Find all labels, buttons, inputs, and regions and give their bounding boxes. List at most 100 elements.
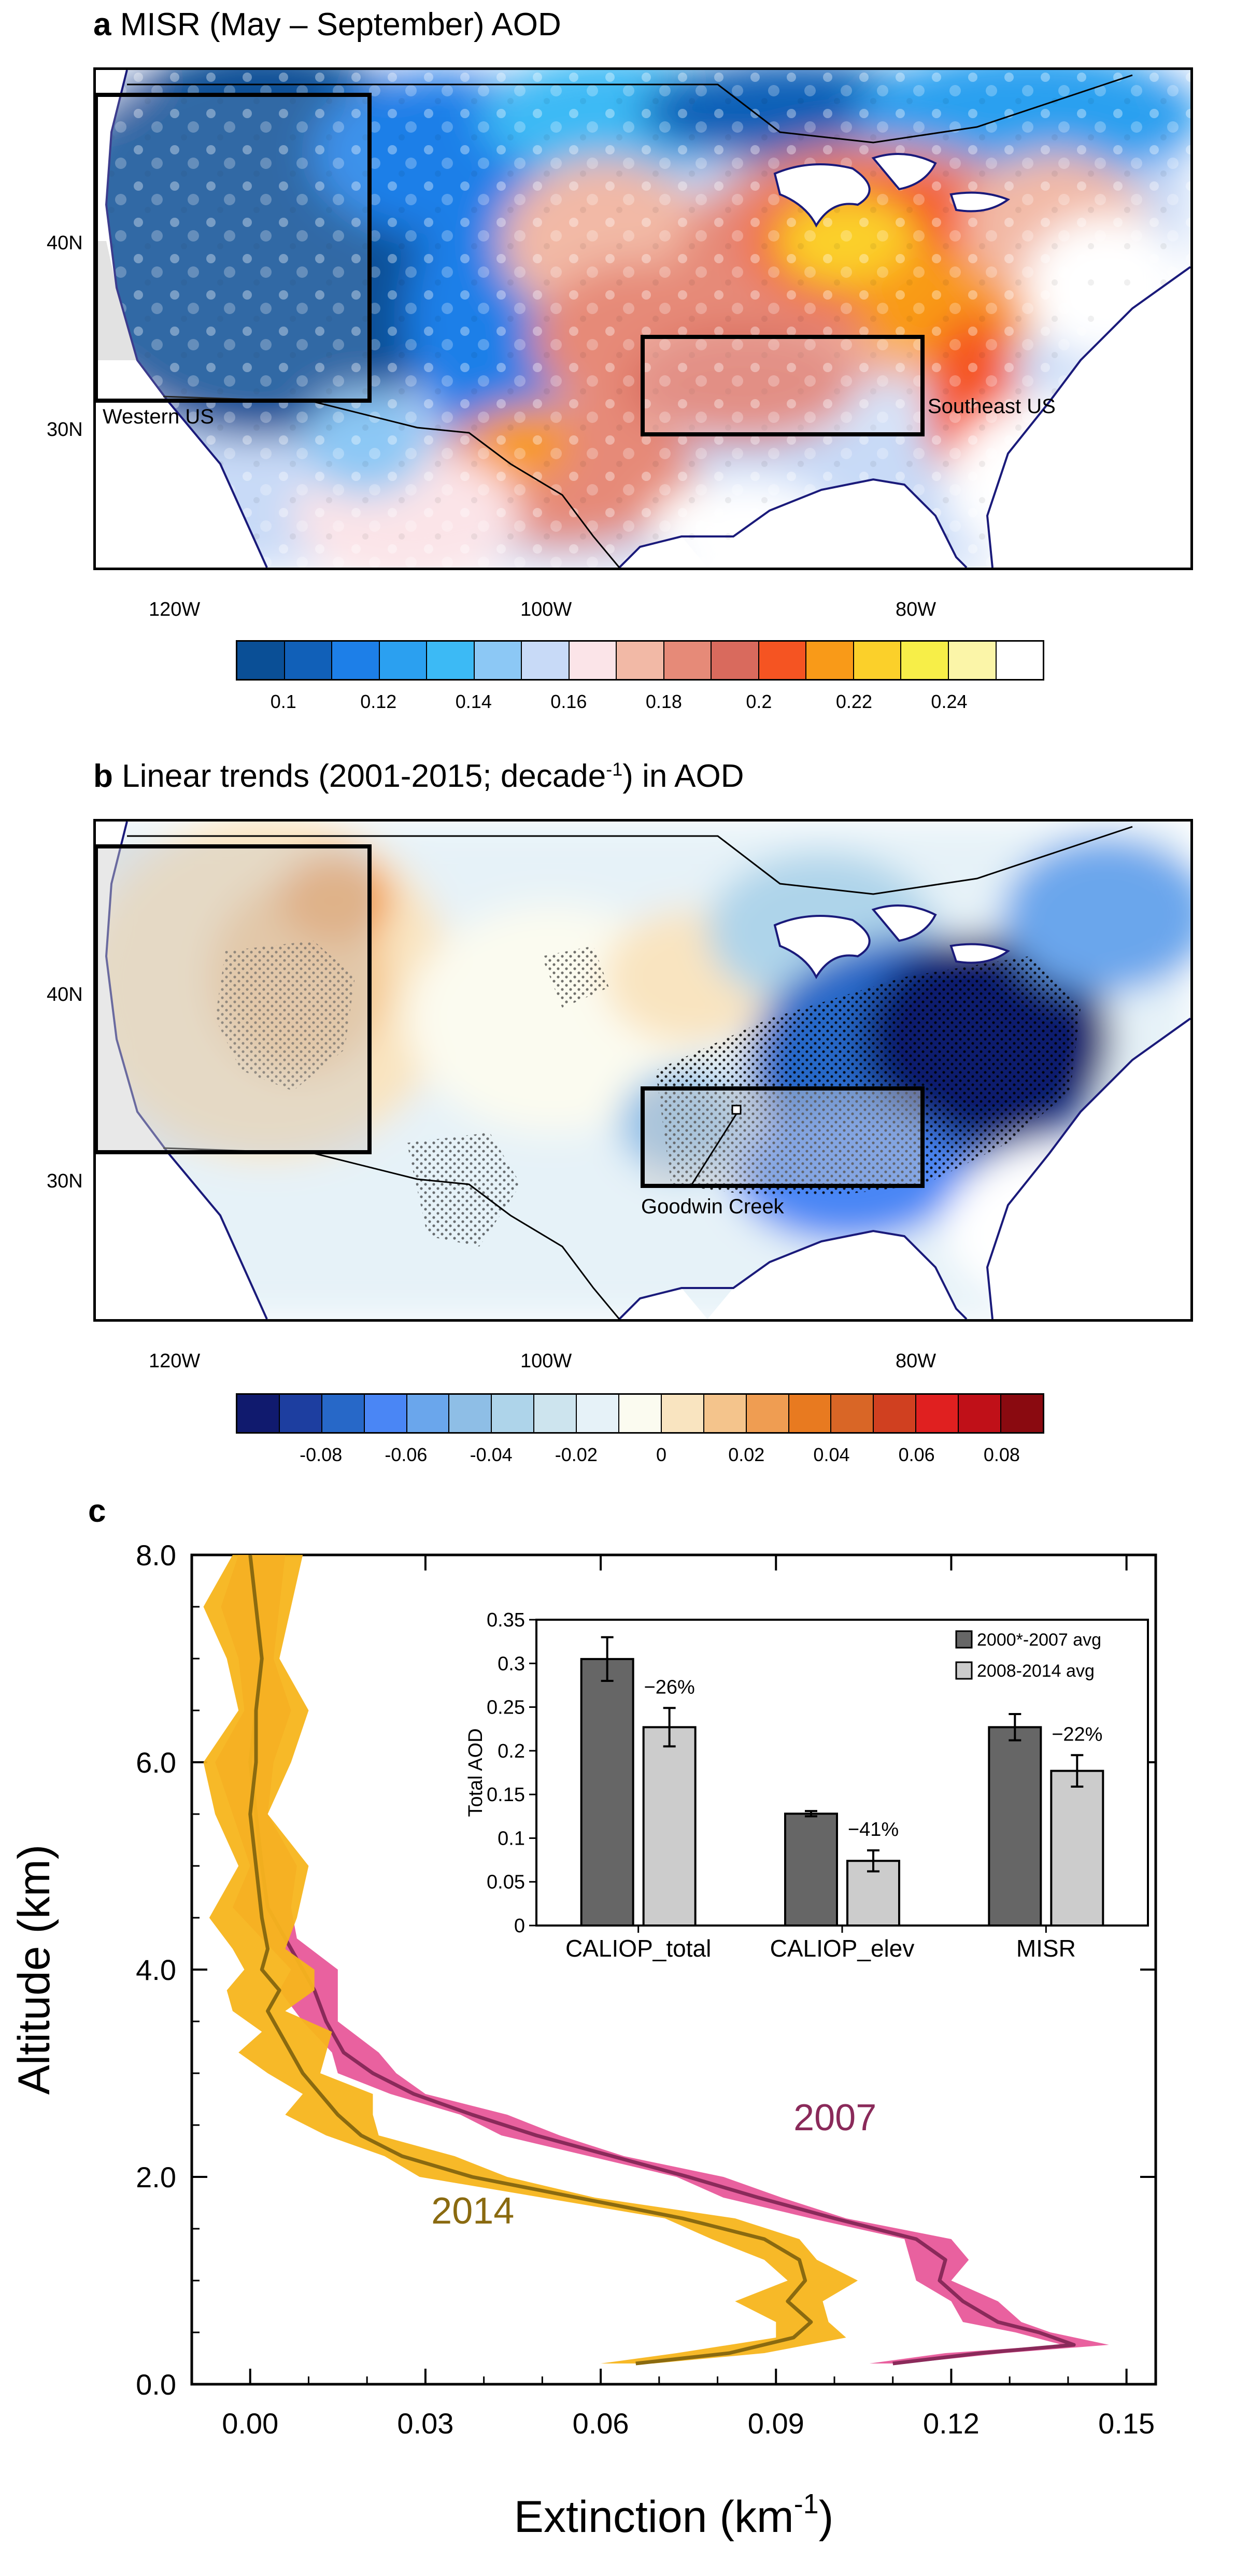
colorbar-a-swatch bbox=[237, 642, 285, 679]
map-a-lon-100w: 100W bbox=[520, 599, 572, 620]
colorbar-b-tick-label: 0.02 bbox=[728, 1444, 765, 1465]
uncertainty-band-2014 bbox=[203, 1555, 858, 2363]
panel-b-title-end: ) in AOD bbox=[622, 758, 744, 794]
x-axis-label: Extinction (km-1) bbox=[514, 2488, 834, 2542]
colorbar-a-swatch bbox=[759, 642, 807, 679]
inset-bar-MISR-0 bbox=[988, 1726, 1042, 1927]
inset-change-label: −22% bbox=[1052, 1723, 1102, 1745]
colorbar-b-swatch bbox=[916, 1395, 959, 1432]
colorbar-a-swatch bbox=[474, 642, 522, 679]
colorbar-b-swatch bbox=[407, 1395, 450, 1432]
label-goodwin-creek: Goodwin Creek bbox=[641, 1195, 784, 1218]
colorbar-a bbox=[236, 640, 1044, 681]
colorbar-b-swatch bbox=[492, 1395, 535, 1432]
map-a-us-canada-border bbox=[127, 74, 1133, 144]
x-tick-label: 0.03 bbox=[397, 2407, 453, 2440]
colorbar-b-tick-label: -0.08 bbox=[300, 1444, 343, 1465]
inset-legend-swatch bbox=[955, 1661, 973, 1680]
map-b-us-canada-border bbox=[127, 826, 1133, 895]
colorbar-b bbox=[236, 1393, 1044, 1434]
colorbar-a-tick-label: 0.22 bbox=[835, 691, 872, 712]
map-a-atlantic bbox=[987, 267, 1190, 568]
colorbar-b-swatch bbox=[237, 1395, 280, 1432]
colorbar-a-tick-label: 0.2 bbox=[746, 691, 772, 712]
colorbar-a-tick-label: 0.1 bbox=[270, 691, 296, 712]
map-a-pacific bbox=[96, 70, 267, 568]
colorbar-b-swatch bbox=[789, 1395, 832, 1432]
map-a-lon-80w: 80W bbox=[896, 599, 936, 620]
map-b-lon-80w: 80W bbox=[896, 1350, 936, 1372]
inset-change-label: −26% bbox=[644, 1676, 695, 1698]
map-b-great-lakes bbox=[773, 904, 1011, 980]
y-tick-label: 4.0 bbox=[136, 1954, 176, 1986]
colorbar-a-swatch bbox=[522, 642, 570, 679]
colorbar-a-swatch bbox=[285, 642, 333, 679]
colorbar-a-swatch bbox=[664, 642, 712, 679]
inset-x-tick-label: CALIOP_elev bbox=[770, 1935, 915, 1962]
colorbar-a-swatch bbox=[806, 642, 854, 679]
annotation-2014: 2014 bbox=[431, 2190, 514, 2232]
region-box-southeast-us bbox=[641, 335, 925, 436]
colorbar-a-swatch bbox=[332, 642, 380, 679]
colorbar-b-swatch bbox=[449, 1395, 492, 1432]
profile-line-2014 bbox=[248, 1554, 813, 2366]
goodwin-creek-leader bbox=[691, 1113, 737, 1185]
colorbar-b-swatch bbox=[959, 1395, 1002, 1432]
colorbar-a-tick-label: 0.14 bbox=[455, 691, 492, 712]
panel-b-title-sup: -1 bbox=[606, 758, 623, 780]
colorbar-b-swatch bbox=[831, 1395, 874, 1432]
colorbar-b-tick-label: 0.04 bbox=[813, 1444, 850, 1465]
colorbar-a-tick-label: 0.12 bbox=[360, 691, 397, 712]
map-b-lat-40n: 40N bbox=[47, 984, 83, 1006]
colorbar-b-swatch bbox=[279, 1395, 322, 1432]
colorbar-b-tick-label: -0.02 bbox=[555, 1444, 598, 1465]
map-a-lon-120w: 120W bbox=[149, 599, 201, 620]
colorbar-a-tick-label: 0.18 bbox=[645, 691, 682, 712]
colorbar-a-swatch bbox=[712, 642, 759, 679]
x-tick-label: 0.15 bbox=[1098, 2407, 1155, 2440]
colorbar-b-tick-label: -0.04 bbox=[470, 1444, 513, 1465]
y-tick-label: 8.0 bbox=[136, 1539, 176, 1572]
y-tick-label: 2.0 bbox=[136, 2161, 176, 2193]
map-a-gulf bbox=[707, 479, 967, 568]
region-box-western-us bbox=[96, 93, 372, 403]
inset-legend-swatch bbox=[955, 1630, 973, 1649]
inset-bar-CALIOP_total-1 bbox=[642, 1726, 697, 1927]
panel-b-title: b Linear trends (2001-2015; decade-1) in… bbox=[93, 758, 744, 795]
map-a-great-lakes bbox=[773, 153, 1011, 228]
inset-x-tick-label: CALIOP_total bbox=[565, 1935, 711, 1962]
map-a-lat-30n: 30N bbox=[47, 419, 83, 441]
y-tick-label: 0.0 bbox=[136, 2368, 176, 2401]
panel-b-letter: b bbox=[93, 758, 113, 794]
map-a-canvas bbox=[96, 70, 1190, 568]
map-b-canvas bbox=[96, 822, 1190, 1319]
inset-bar-MISR-1 bbox=[1050, 1770, 1104, 1927]
inset-y-tick-label: 0.1 bbox=[498, 1828, 525, 1849]
colorbar-b-swatch bbox=[661, 1395, 704, 1432]
colorbar-a-swatch bbox=[948, 642, 997, 679]
colorbar-a-swatch bbox=[569, 642, 617, 679]
inset-bar-chart: 0 0.05 0.1 0.15 0.2 0.25 0.3 0.35 Total AOD −26% C… bbox=[465, 1609, 1149, 1962]
colorbar-b-tick-label: 0 bbox=[656, 1444, 667, 1465]
inset-y-tick-label: 0.25 bbox=[487, 1697, 525, 1719]
colorbar-b-swatch bbox=[364, 1395, 407, 1432]
panel-a-title-text: MISR (May – September) AOD bbox=[120, 7, 561, 43]
colorbar-a-swatch bbox=[379, 642, 428, 679]
map-b-region-box-southeast-us bbox=[641, 1086, 925, 1188]
inset-bar-CALIOP_elev-0 bbox=[784, 1813, 838, 1927]
colorbar-a-swatch bbox=[901, 642, 949, 679]
x-tick-label: 0.06 bbox=[573, 2407, 629, 2440]
map-b-lon-100w: 100W bbox=[520, 1350, 572, 1372]
inset-y-tick-label: 0.05 bbox=[487, 1872, 525, 1893]
colorbar-b-swatch bbox=[704, 1395, 747, 1432]
colorbar-a-swatch bbox=[427, 642, 475, 679]
panel-c-letter: c bbox=[88, 1493, 106, 1529]
inset-x-tick-label: MISR bbox=[1016, 1935, 1076, 1962]
label-southeast-us: Southeast US bbox=[928, 395, 1056, 418]
map-a bbox=[93, 67, 1193, 570]
inset-frame bbox=[535, 1619, 1149, 1927]
map-b-lat-30n: 30N bbox=[47, 1170, 83, 1192]
colorbar-b-tick-label: 0.06 bbox=[898, 1444, 935, 1465]
profile-chart: 0.00 0.03 0.06 0.09 0.12 0.15 0.0 2.0 4.0 6.0 8.0 E… bbox=[9, 1539, 1157, 2542]
inset-legend-label: 2008-2014 avg bbox=[977, 1661, 1095, 1681]
